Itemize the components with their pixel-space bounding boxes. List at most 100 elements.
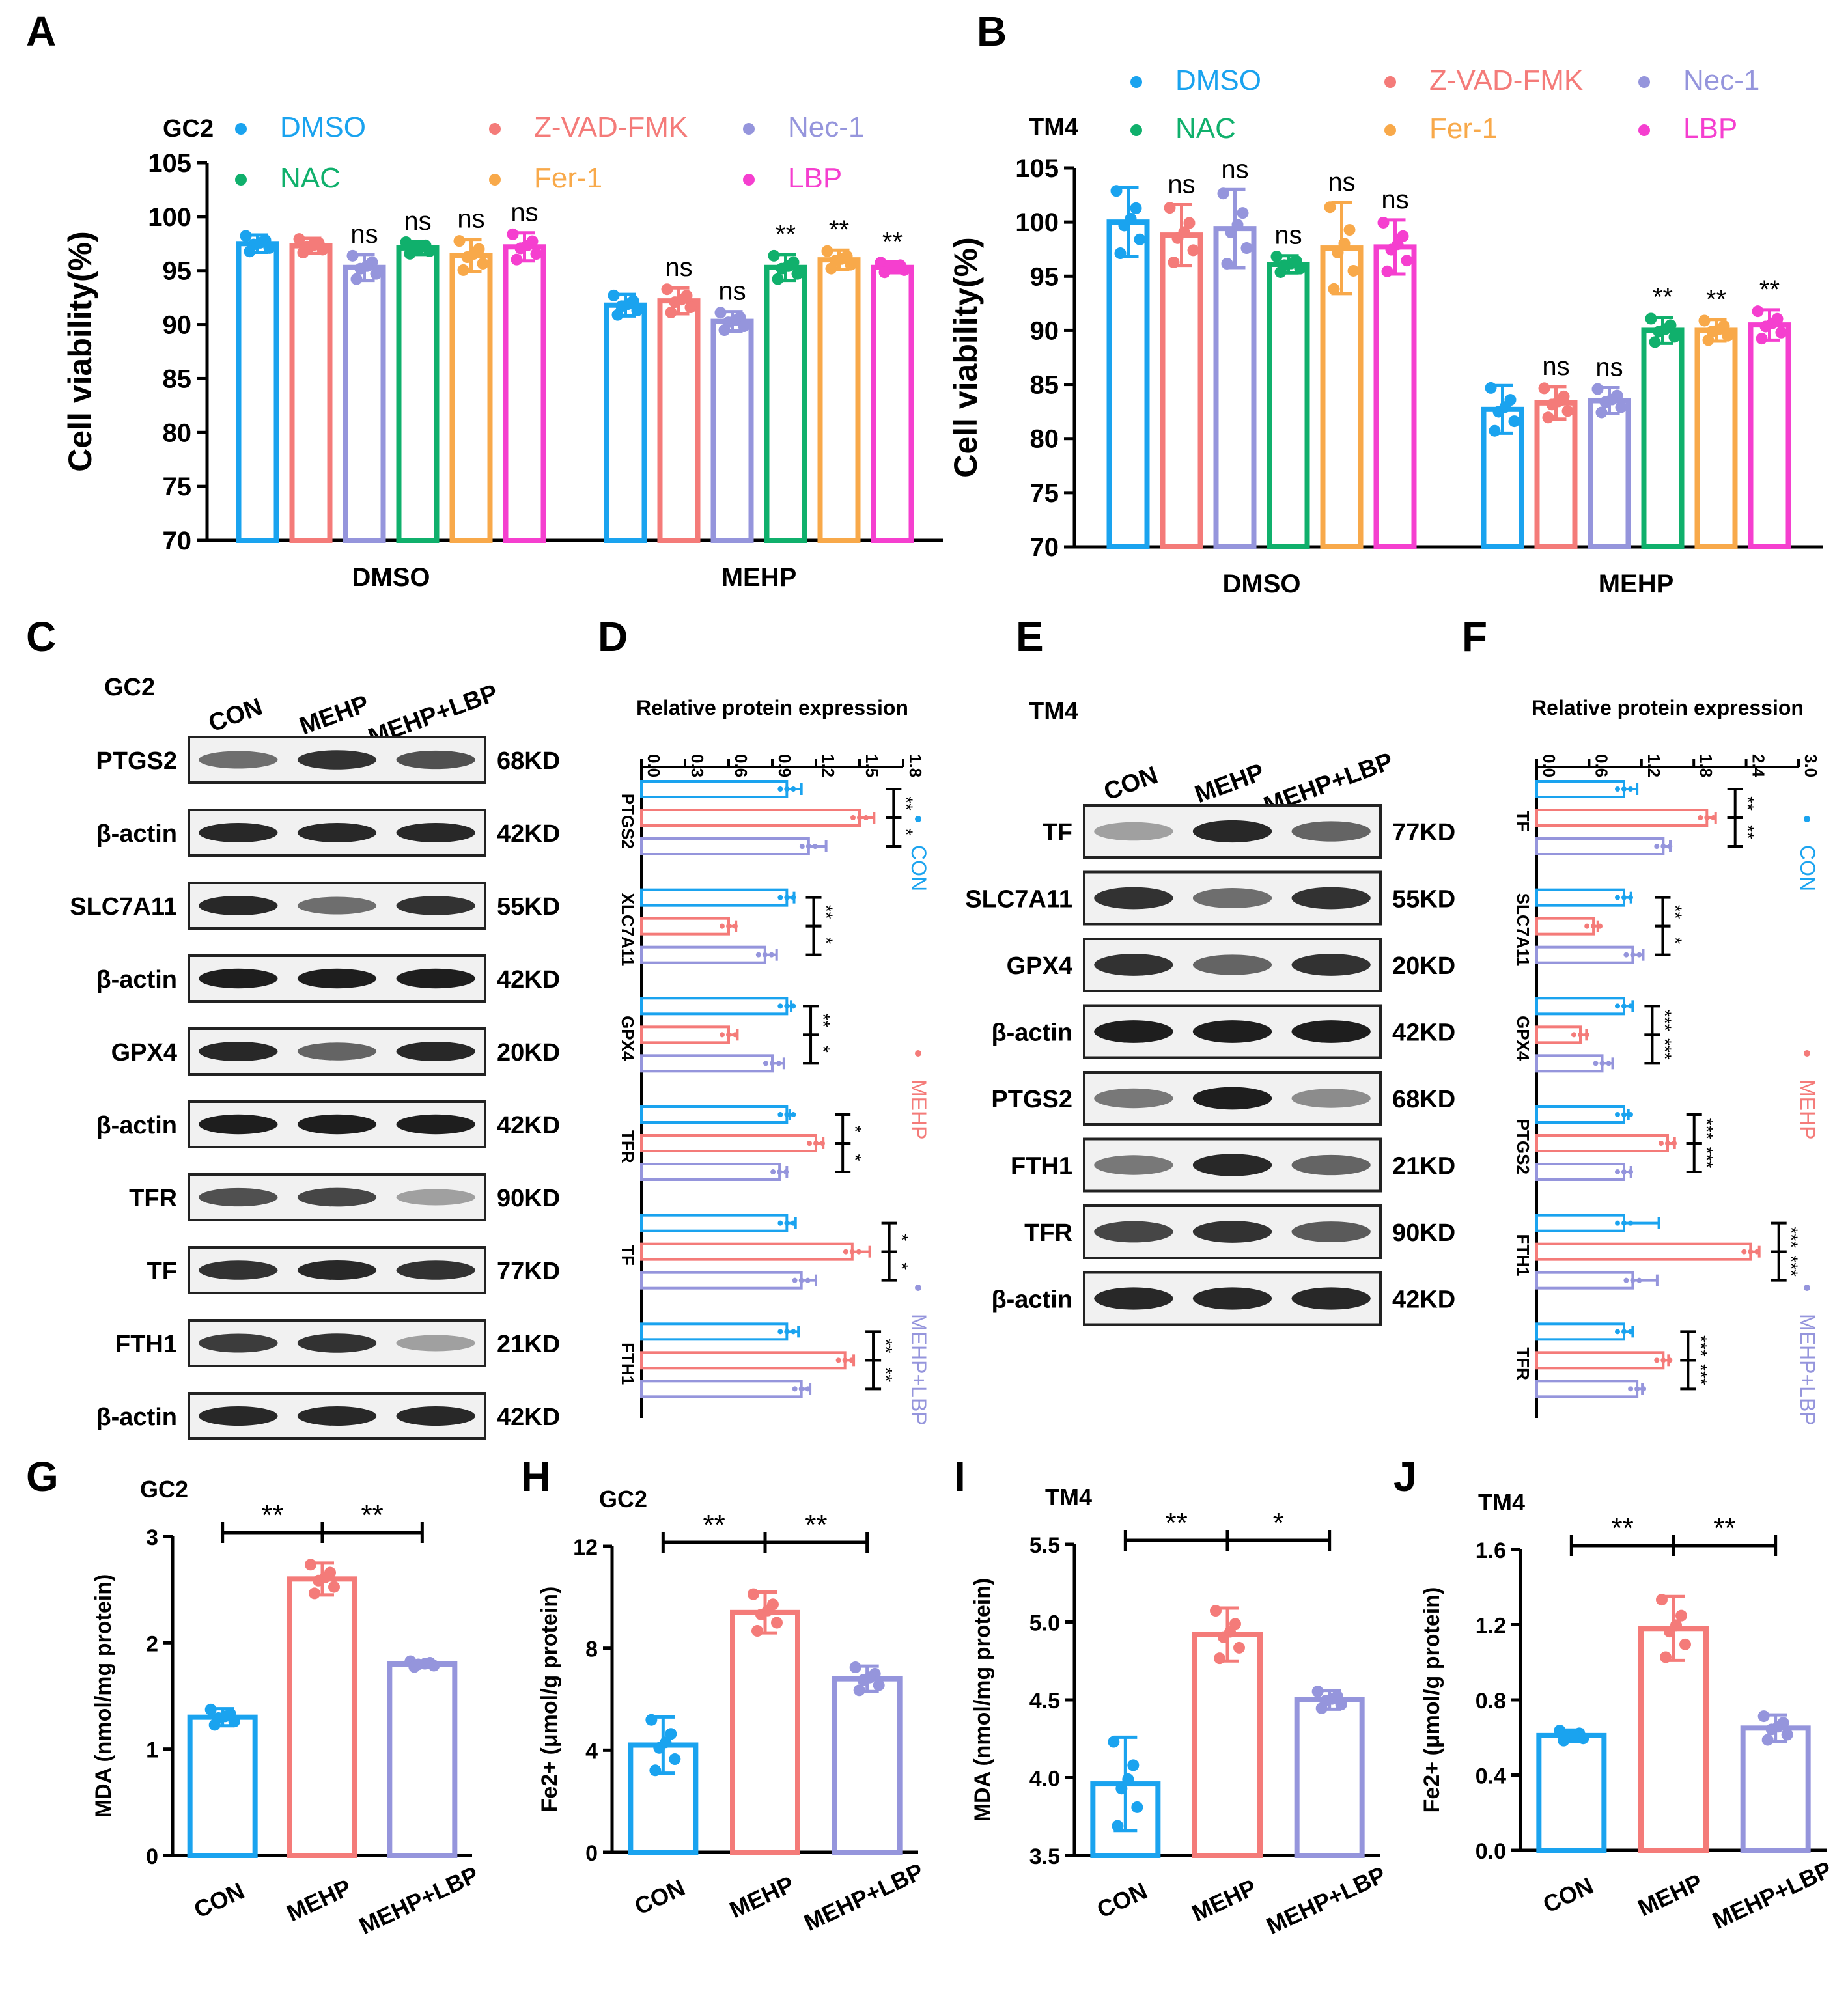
y-tick-label: 85 (163, 365, 192, 393)
protein-band (297, 968, 377, 989)
significance-label: ns (511, 199, 538, 227)
protein-band (1192, 1287, 1272, 1310)
significance-label: *** (1697, 1147, 1717, 1169)
data-point (755, 952, 761, 958)
bar (1638, 1626, 1709, 1853)
data-point (763, 1061, 768, 1066)
significance-label: ns (1328, 168, 1355, 197)
data-point (1571, 1032, 1576, 1038)
bar (640, 809, 861, 827)
bar (640, 917, 730, 936)
data-point (835, 253, 848, 265)
x-tick-label: 1.2 (819, 754, 838, 777)
data-point (309, 1587, 320, 1600)
data-point (1621, 1220, 1627, 1226)
data-point (1328, 283, 1340, 295)
protein-band (297, 1260, 377, 1280)
bar (1294, 1697, 1365, 1858)
x-tick-label: 1.5 (862, 754, 882, 777)
y-axis-label: MDA (nmol/mg protein) (91, 1574, 116, 1818)
molecular-weight-label: 68KD (497, 747, 560, 775)
molecular-weight-label: 77KD (1392, 819, 1455, 846)
y-axis-label: Cell viability(%) (62, 231, 98, 472)
data-point (1591, 923, 1597, 929)
significance-label: ns (1595, 354, 1623, 382)
data-point (1621, 1112, 1627, 1117)
data-point (1164, 202, 1176, 214)
data-point (1115, 1783, 1128, 1795)
data-point (889, 260, 901, 273)
data-point (1606, 393, 1618, 406)
protein-band (1192, 1221, 1272, 1243)
significance-label: ** (261, 1499, 283, 1531)
data-point (1112, 1820, 1124, 1832)
x-tick-label: 1.2 (1644, 754, 1664, 777)
data-point (845, 258, 857, 271)
protein-band (1291, 821, 1371, 842)
legend-label: Nec-1 (788, 111, 864, 143)
data-point (783, 1169, 789, 1174)
protein-label: SLC7A11 (70, 893, 177, 921)
cell-line-label: TM4 (1029, 114, 1078, 141)
legend-marker (1638, 124, 1650, 136)
data-point (1628, 1169, 1633, 1174)
y-tick-label: 12 (573, 1535, 598, 1560)
category-label: PTGS2 (618, 794, 637, 849)
molecular-weight-label: 21KD (1392, 1153, 1455, 1180)
protein-band (1192, 1020, 1272, 1043)
data-point (777, 1169, 783, 1174)
protein-band (396, 1189, 475, 1206)
data-point (1187, 244, 1199, 257)
legend-marker (1384, 124, 1396, 136)
bar (657, 298, 701, 543)
y-tick-label: 100 (1015, 208, 1059, 237)
significance-label: * (845, 1154, 865, 1161)
data-point (1698, 815, 1703, 820)
significance-label: ** (1738, 796, 1758, 811)
data-point (645, 1714, 658, 1726)
lane-label: MEHP (1192, 758, 1268, 809)
protein-band (297, 896, 377, 915)
significance-label: ** (1706, 285, 1726, 314)
protein-band (1192, 1154, 1272, 1176)
y-tick-label: 70 (1030, 533, 1059, 562)
legend-marker (915, 1285, 921, 1291)
data-point (468, 248, 480, 260)
data-point (733, 1032, 738, 1038)
data-point (1615, 1220, 1620, 1226)
data-point (898, 264, 910, 276)
cell-line-label: GC2 (599, 1486, 647, 1512)
data-point (777, 1220, 783, 1226)
x-tick-label: 0.0 (644, 754, 664, 777)
data-point (1122, 1773, 1134, 1785)
data-point (1324, 201, 1336, 214)
category-label: MEHP (1188, 1874, 1261, 1926)
protein-band (396, 896, 475, 915)
legend-marker (743, 123, 755, 135)
data-point (423, 245, 436, 257)
data-point (1392, 238, 1404, 251)
bar (1535, 809, 1709, 827)
significance-label: *** (1655, 1010, 1675, 1031)
group-label: DMSO (352, 563, 430, 592)
category-label: TF (618, 1245, 637, 1266)
data-point (1558, 1734, 1570, 1747)
category-label: SLC7A11 (1513, 893, 1533, 967)
protein-band (199, 1188, 278, 1207)
protein-label: PTGS2 (991, 1086, 1072, 1113)
bar (640, 780, 789, 798)
data-point (457, 264, 469, 276)
data-point (1636, 952, 1642, 958)
molecular-weight-label: 42KD (497, 1404, 560, 1431)
significance-label: ** (876, 1339, 896, 1353)
bar (287, 1576, 357, 1858)
significance-label: ns (1221, 155, 1248, 184)
data-point (1538, 382, 1550, 395)
data-point (1270, 251, 1283, 263)
significance-label: *** (1782, 1227, 1802, 1248)
data-point (856, 1249, 861, 1255)
significance-label: * (1665, 937, 1685, 944)
panel-letter-b: B (977, 8, 1007, 55)
y-tick-label: 1.6 (1476, 1538, 1506, 1563)
